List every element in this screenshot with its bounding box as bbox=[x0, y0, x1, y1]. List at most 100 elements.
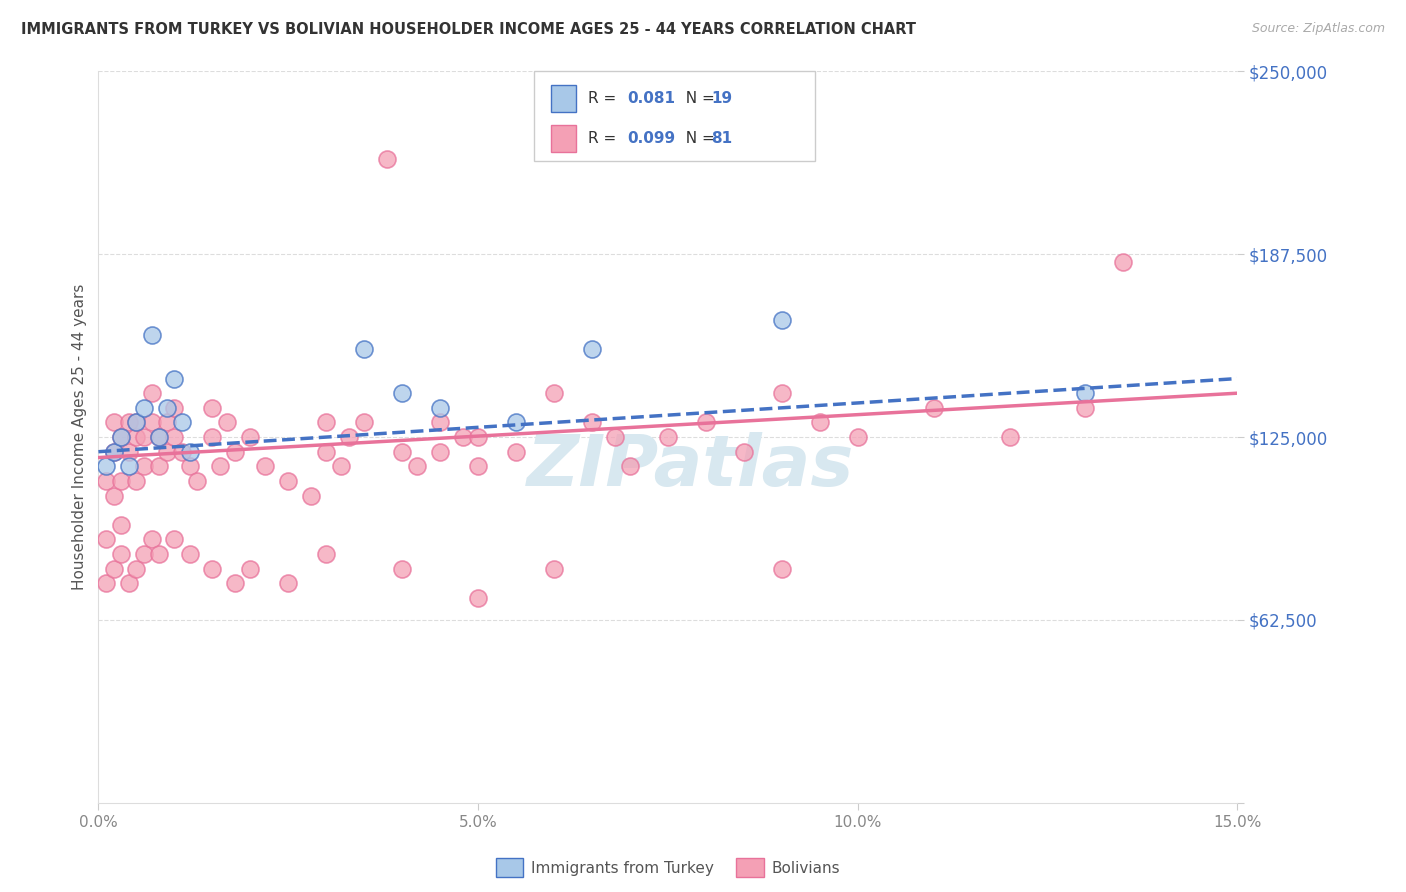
Text: 81: 81 bbox=[711, 131, 733, 145]
Text: Source: ZipAtlas.com: Source: ZipAtlas.com bbox=[1251, 22, 1385, 36]
Point bbox=[125, 430, 148, 444]
Point bbox=[467, 430, 489, 444]
Point bbox=[467, 591, 489, 605]
Point bbox=[619, 459, 641, 474]
Point bbox=[110, 517, 132, 532]
Point bbox=[543, 562, 565, 576]
Point bbox=[163, 371, 186, 385]
Legend: Immigrants from Turkey, Bolivians: Immigrants from Turkey, Bolivians bbox=[489, 852, 846, 883]
Point bbox=[330, 459, 353, 474]
Point bbox=[239, 562, 262, 576]
Point bbox=[337, 430, 360, 444]
Point bbox=[170, 416, 193, 430]
Point bbox=[603, 430, 626, 444]
Point bbox=[118, 459, 141, 474]
Point bbox=[224, 576, 246, 591]
Y-axis label: Householder Income Ages 25 - 44 years: Householder Income Ages 25 - 44 years bbox=[72, 284, 87, 591]
Text: R =: R = bbox=[588, 131, 621, 145]
Point bbox=[695, 416, 717, 430]
Point bbox=[170, 444, 193, 458]
Point bbox=[1074, 401, 1097, 415]
Point bbox=[148, 547, 170, 561]
Point bbox=[141, 327, 163, 342]
Point bbox=[179, 547, 201, 561]
Point bbox=[132, 430, 155, 444]
Point bbox=[179, 459, 201, 474]
Point bbox=[118, 444, 141, 458]
Point bbox=[141, 416, 163, 430]
Point bbox=[846, 430, 869, 444]
Point bbox=[103, 489, 125, 503]
Point bbox=[224, 444, 246, 458]
Point bbox=[103, 444, 125, 458]
Point bbox=[141, 386, 163, 401]
Point bbox=[148, 430, 170, 444]
Point bbox=[451, 430, 474, 444]
Point bbox=[94, 474, 117, 488]
Point bbox=[201, 562, 224, 576]
Point bbox=[315, 416, 337, 430]
Point bbox=[581, 416, 603, 430]
Point bbox=[277, 474, 299, 488]
Point bbox=[505, 416, 527, 430]
Point bbox=[429, 401, 451, 415]
Point bbox=[148, 459, 170, 474]
Point bbox=[110, 430, 132, 444]
Point bbox=[1112, 254, 1135, 268]
Point bbox=[391, 562, 413, 576]
Point bbox=[201, 430, 224, 444]
Text: 19: 19 bbox=[711, 91, 733, 105]
Point bbox=[103, 562, 125, 576]
Point bbox=[770, 313, 793, 327]
Point bbox=[254, 459, 277, 474]
Point bbox=[163, 533, 186, 547]
Point bbox=[125, 416, 148, 430]
Point bbox=[156, 401, 179, 415]
Point bbox=[118, 576, 141, 591]
Point bbox=[156, 444, 179, 458]
Point bbox=[391, 386, 413, 401]
Point bbox=[156, 416, 179, 430]
Point bbox=[132, 547, 155, 561]
Text: 0.099: 0.099 bbox=[627, 131, 675, 145]
Point bbox=[132, 401, 155, 415]
Point bbox=[94, 576, 117, 591]
Point bbox=[581, 343, 603, 357]
Point bbox=[186, 474, 208, 488]
Point bbox=[132, 459, 155, 474]
Point bbox=[505, 444, 527, 458]
Point bbox=[125, 562, 148, 576]
Point bbox=[125, 474, 148, 488]
Point bbox=[406, 459, 429, 474]
Point bbox=[148, 430, 170, 444]
Point bbox=[353, 343, 375, 357]
Point bbox=[1074, 386, 1097, 401]
Point bbox=[217, 416, 239, 430]
Point bbox=[141, 533, 163, 547]
Point bbox=[110, 547, 132, 561]
Point bbox=[163, 430, 186, 444]
Text: IMMIGRANTS FROM TURKEY VS BOLIVIAN HOUSEHOLDER INCOME AGES 25 - 44 YEARS CORRELA: IMMIGRANTS FROM TURKEY VS BOLIVIAN HOUSE… bbox=[21, 22, 917, 37]
Point bbox=[315, 547, 337, 561]
Point bbox=[94, 459, 117, 474]
Point bbox=[110, 474, 132, 488]
Point bbox=[353, 416, 375, 430]
Point bbox=[315, 444, 337, 458]
Point bbox=[922, 401, 945, 415]
Point bbox=[277, 576, 299, 591]
Point bbox=[998, 430, 1021, 444]
Point bbox=[103, 444, 125, 458]
Text: R =: R = bbox=[588, 91, 621, 105]
Point bbox=[110, 430, 132, 444]
Point bbox=[299, 489, 322, 503]
Point bbox=[179, 444, 201, 458]
Text: ZIPatlas: ZIPatlas bbox=[527, 432, 855, 500]
Point bbox=[770, 562, 793, 576]
Point bbox=[375, 152, 398, 166]
Point bbox=[429, 444, 451, 458]
Point bbox=[201, 401, 224, 415]
Text: N =: N = bbox=[676, 91, 720, 105]
Point bbox=[163, 401, 186, 415]
Text: N =: N = bbox=[676, 131, 720, 145]
Point bbox=[770, 386, 793, 401]
